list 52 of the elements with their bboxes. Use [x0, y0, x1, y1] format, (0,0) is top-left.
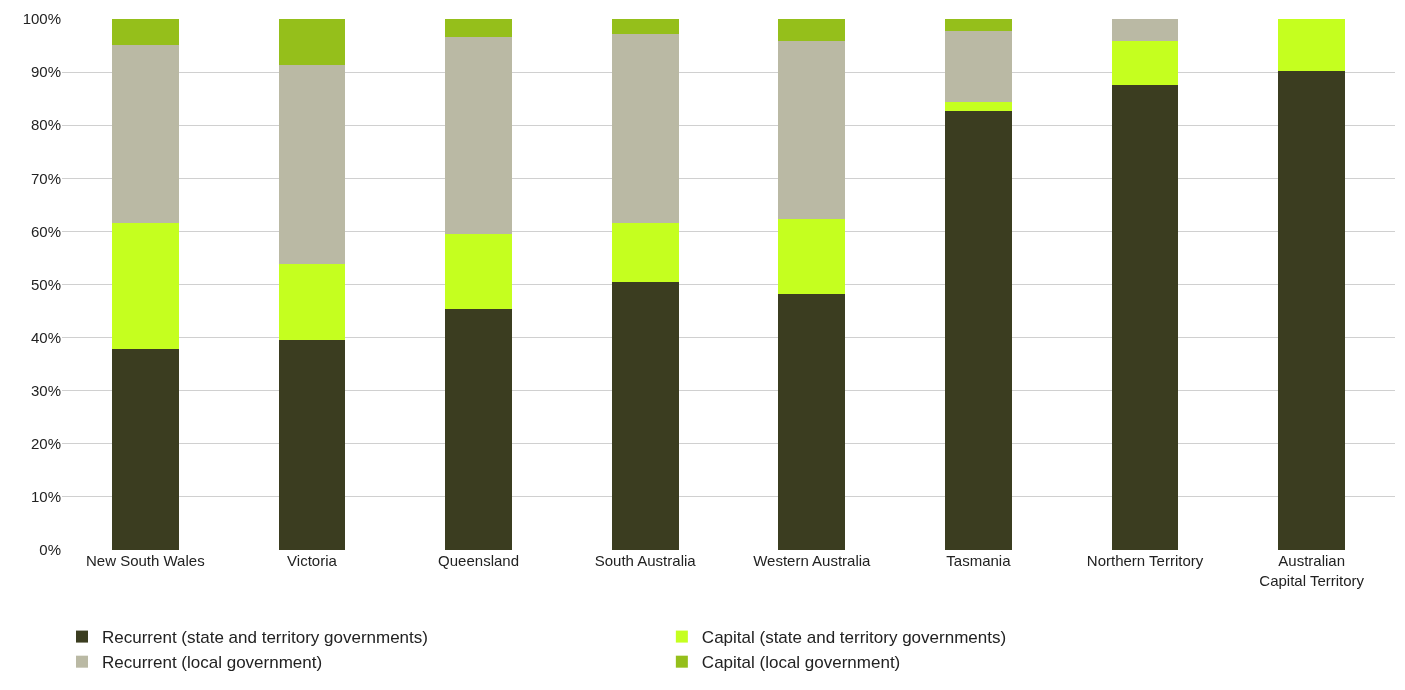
bar: [945, 19, 1012, 31]
bar: [778, 293, 846, 550]
bar: [611, 222, 679, 283]
x-tick-label: Western Australia: [753, 552, 872, 569]
legend-label: Recurrent (local government): [102, 653, 323, 673]
bar: [278, 19, 346, 65]
bar: [1278, 19, 1346, 71]
bar: [445, 37, 512, 234]
bar: [778, 218, 846, 294]
bar: [111, 349, 179, 550]
bar: [111, 19, 179, 46]
bar: [445, 309, 512, 550]
bar: [278, 263, 346, 341]
bar: [1111, 19, 1179, 41]
bar: [1278, 70, 1346, 550]
y-tick-label: 10%: [30, 488, 61, 506]
x-tick-label: Tasmania: [946, 552, 1012, 569]
bar: [611, 19, 679, 34]
y-tick-label: 80%: [30, 116, 61, 134]
bar: [945, 102, 1012, 112]
y-tick-label: 60%: [30, 222, 61, 240]
y-tick-label: 90%: [30, 63, 61, 81]
x-tick-label: Northern Territory: [1086, 552, 1204, 569]
y-tick-label: 20%: [30, 435, 61, 453]
bar: [945, 30, 1012, 103]
y-tick-label: 0%: [39, 541, 61, 559]
bar: [945, 111, 1012, 550]
bar: [278, 340, 346, 550]
bar: [1111, 85, 1179, 550]
y-tick-label: 50%: [30, 275, 61, 293]
bar: [445, 19, 512, 38]
x-tick-label: New South Wales: [85, 552, 205, 569]
legend-label: Capital (local government): [701, 653, 901, 673]
y-tick-label: 40%: [30, 328, 61, 346]
y-tick-label: 30%: [30, 381, 61, 399]
y-tick-label: 70%: [30, 169, 61, 187]
bar: [111, 222, 179, 350]
bar: [1111, 40, 1179, 86]
legend-label: Capital (state and territory governments): [701, 628, 1007, 648]
bar: [278, 64, 346, 264]
legend-label: Recurrent (state and territory governments): [102, 628, 428, 648]
x-tick-label: Victoria: [287, 552, 338, 569]
bar: [611, 33, 679, 223]
bar: [445, 233, 512, 310]
x-tick-label: Queensland: [438, 552, 520, 569]
bar: [778, 40, 846, 219]
bar: [778, 19, 846, 41]
bar: [611, 282, 679, 550]
bar: [111, 45, 179, 223]
x-tick-label: South Australia: [594, 552, 697, 569]
x-tick-label: Australian Capital Territory: [1259, 552, 1365, 589]
y-tick-label: 100%: [22, 10, 61, 28]
